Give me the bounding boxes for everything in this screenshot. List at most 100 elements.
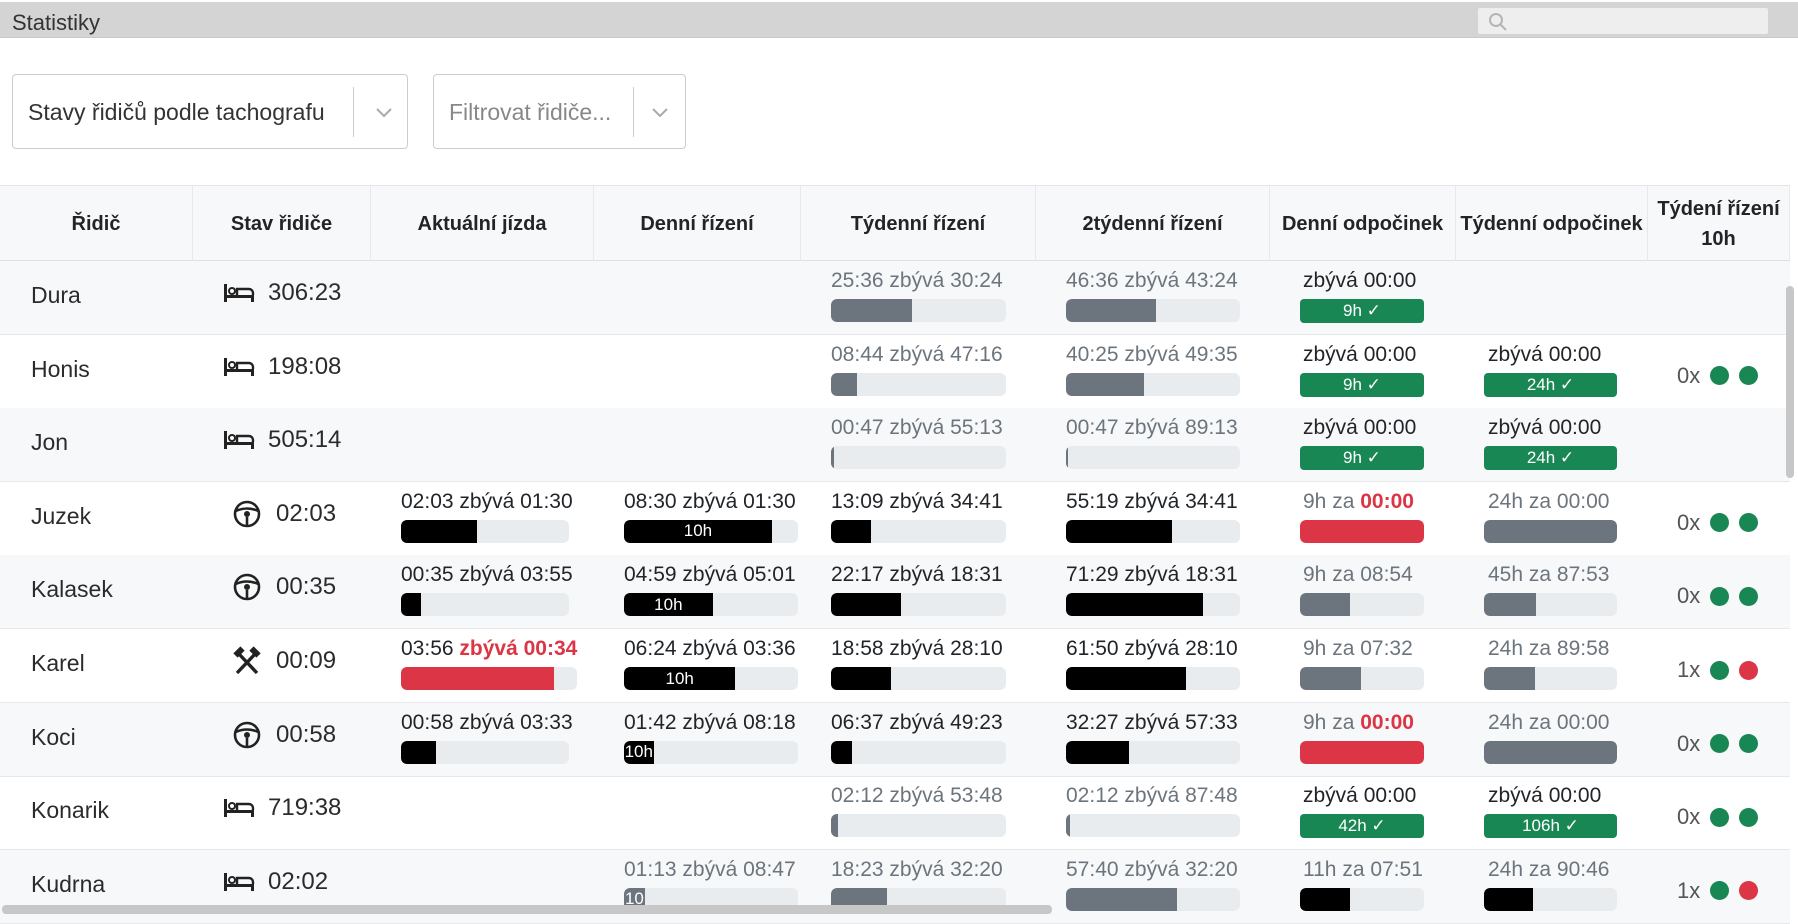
table-row[interactable]: Koci 00:58 00:58 zbývá 03:33 01:42 zbývá 08… — [0, 702, 1790, 777]
progress-remaining: 00:00 — [1360, 489, 1414, 513]
progress-bar-fill — [1066, 446, 1068, 470]
progress-bar — [1300, 667, 1424, 690]
column-header[interactable]: Týdení řízení 10h — [1648, 186, 1790, 262]
progress-text: 9h za 00:00 — [1303, 711, 1414, 735]
column-header[interactable]: Týdenní řízení — [801, 186, 1036, 262]
progress-bar — [1484, 740, 1617, 764]
progress-text: 06:24 zbývá 03:36 — [624, 637, 796, 661]
progress-text: 9h za 08:54 — [1303, 563, 1413, 587]
progress-value: 40:25 — [1066, 342, 1119, 366]
column-header[interactable]: Denní řízení — [594, 186, 801, 262]
vertical-scrollbar[interactable] — [1786, 286, 1794, 478]
progress-remaining: zbývá 43:24 — [1124, 269, 1238, 292]
progress-text: 24h za 00:00 — [1488, 711, 1609, 735]
progress-text: 22:17 zbývá 18:31 — [831, 563, 1003, 587]
progress-bar-fill — [401, 740, 437, 764]
progress-bar — [401, 593, 569, 617]
column-header[interactable]: Stav řidiče — [193, 186, 371, 262]
progress-bar-label: 10h — [665, 668, 694, 688]
progress-remaining: zbývá 01:30 — [682, 489, 796, 513]
progress-value: 18:58 — [831, 637, 884, 660]
progress-remaining: zbývá 32:20 — [1124, 857, 1238, 881]
progress-remaining: zbývá 55:13 — [889, 416, 1003, 440]
progress-text: 61:50 zbývá 28:10 — [1066, 637, 1238, 661]
progress-value: 24h za 90:46 — [1488, 857, 1610, 881]
status-ok-dot — [1710, 513, 1730, 533]
progress-bar-label: 10h — [683, 521, 713, 541]
driver-filter-select[interactable]: Filtrovat řidiče... — [433, 74, 686, 149]
progress-bar-fill — [1484, 519, 1617, 543]
progress-value: 61:50 — [1066, 637, 1119, 660]
progress-bar — [401, 740, 569, 764]
column-header[interactable]: Týdenní odpočinek — [1456, 186, 1648, 262]
bed-icon — [224, 872, 255, 891]
progress-bar-fill — [1300, 667, 1361, 690]
progress-remaining: zbývá 18:31 — [1124, 563, 1238, 587]
driver-state-time: 719:38 — [268, 794, 342, 822]
progress-value: 00:58 — [401, 710, 454, 734]
progress-bar-fill — [624, 593, 713, 617]
progress-bar-fill — [831, 299, 912, 322]
progress-text: 01:42 zbývá 08:18 — [624, 711, 796, 735]
progress-bar-fill — [624, 667, 736, 690]
status-ok-dot — [1739, 586, 1759, 606]
progress-text: 08:44 zbývá 47:16 — [831, 343, 1003, 367]
chevron-down-icon[interactable] — [373, 101, 395, 123]
table-row[interactable]: Honis 198:08 08:44 zbývá 47:16 40:25 zbývá … — [0, 335, 1790, 409]
column-header[interactable]: 2týdenní řízení — [1036, 186, 1270, 262]
driver-name: Juzek — [31, 502, 92, 529]
bed-icon — [224, 284, 255, 302]
progress-bar — [1484, 667, 1617, 690]
progress-bar-label: 10h — [654, 594, 683, 614]
column-header[interactable]: Řidič — [0, 186, 193, 262]
driver-name: Kudrna — [31, 870, 106, 897]
ten-hour-count-value: 0x — [1677, 362, 1701, 388]
table-row[interactable]: Dura 306:23 25:36 zbývá 30:24 46:36 zbývá 4… — [0, 261, 1790, 335]
progress-bar-fill — [831, 446, 834, 470]
column-header[interactable]: Denní odpočinek — [1270, 186, 1456, 262]
progress-value: 13:09 — [831, 489, 884, 513]
driver-state: 719:38 — [222, 793, 341, 823]
progress-bar-fill — [831, 372, 858, 396]
progress-value: 03:56 — [401, 637, 454, 660]
table-row[interactable]: Kalasek 00:35 00:35 zbývá 03:55 04:59 zbývá… — [0, 555, 1790, 630]
steering-wheel-icon — [233, 574, 261, 601]
driver-state-time: 505:14 — [268, 426, 342, 454]
progress-bar — [1300, 740, 1424, 764]
driver-state: 198:08 — [222, 352, 341, 382]
rest-remaining: zbývá 00:00 — [1488, 784, 1602, 808]
column-header[interactable]: Aktuální jízda — [371, 186, 594, 262]
progress-value: 9h za 08:54 — [1303, 563, 1413, 587]
steering-wheel-icon — [233, 721, 261, 748]
driver-name: Dura — [31, 282, 81, 308]
table-row[interactable]: Juzek 02:03 02:03 zbývá 01:30 08:30 zbývá 0… — [0, 482, 1790, 556]
progress-bar-fill — [624, 519, 772, 543]
progress-text: 57:40 zbývá 32:20 — [1066, 858, 1238, 882]
view-select-value: Stavy řidičů podle tachografu — [28, 99, 325, 125]
progress-bar: 10h — [624, 740, 798, 764]
ten-hour-count-value: 1x — [1677, 877, 1701, 903]
progress-text: 24h za 89:58 — [1488, 637, 1609, 661]
horizontal-scrollbar[interactable] — [2, 905, 1052, 914]
chevron-down-icon[interactable] — [649, 101, 671, 123]
rest-done-badge: 9h ✓ — [1300, 299, 1424, 323]
view-select[interactable]: Stavy řidičů podle tachografu — [12, 74, 408, 149]
table-row[interactable]: Karel 00:09 03:56 zbývá 00:34 06:24 zbývá 0… — [0, 629, 1790, 703]
progress-text: 18:58 zbývá 28:10 — [831, 637, 1003, 661]
progress-bar-fill — [1300, 593, 1350, 617]
progress-bar-fill — [831, 740, 852, 764]
search-input[interactable] — [1478, 8, 1768, 34]
ten-hour-count: 1x — [1677, 877, 1759, 904]
table-row[interactable]: Jon 505:14 00:47 zbývá 55:13 00:47 zbývá 89… — [0, 408, 1790, 483]
table-row[interactable]: Konarik 719:38 02:12 zbývá 53:48 02:12 zbýv… — [0, 776, 1790, 851]
ten-hour-count-value: 0x — [1677, 509, 1701, 535]
driver-name: Kalasek — [31, 576, 113, 603]
progress-bar: 10h — [624, 519, 798, 543]
progress-bar — [401, 667, 577, 690]
ten-hour-count: 0x — [1677, 731, 1759, 757]
progress-bar-fill — [1066, 740, 1129, 764]
progress-value: 18:23 — [831, 857, 884, 881]
search-icon — [1489, 13, 1507, 31]
progress-text: 01:13 zbývá 08:47 — [624, 858, 796, 882]
progress-value: 25:36 — [831, 269, 884, 292]
